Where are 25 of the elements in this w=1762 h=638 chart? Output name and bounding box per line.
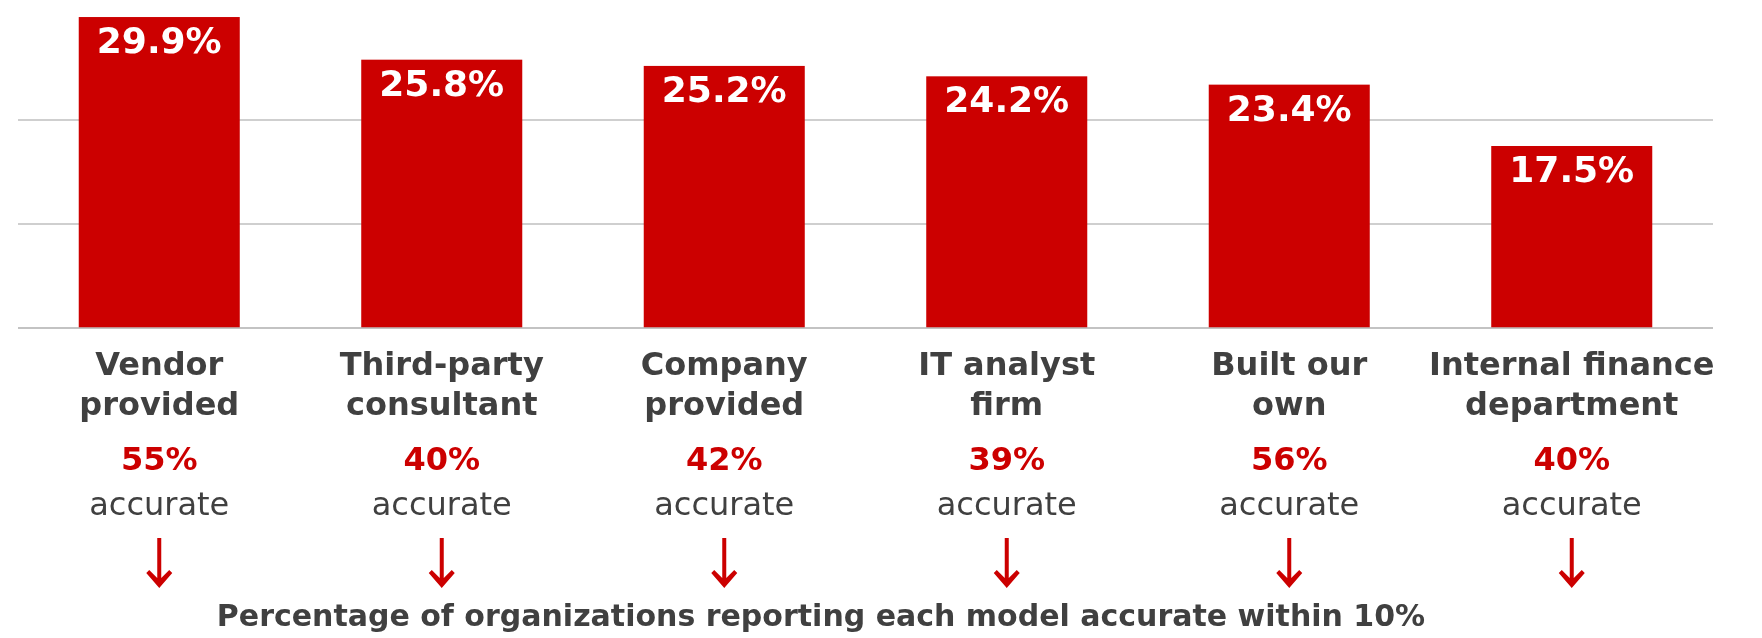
bar xyxy=(643,65,805,328)
x-tick-label: IT analyst firm xyxy=(918,345,1096,423)
x-tick-label: Built our own xyxy=(1211,345,1368,423)
data-label: 23.4% xyxy=(1226,87,1352,129)
text: Percentage of organizations reporting each model accurate within 10% xyxy=(216,598,1426,633)
bar xyxy=(361,59,523,328)
data-label: 25.8% xyxy=(379,62,505,104)
text: 39% accurate xyxy=(936,440,1077,523)
x-tick-label: Vendor provided xyxy=(79,345,240,423)
x-tick-label: Internal finance department xyxy=(1429,345,1715,423)
text: 40% accurate xyxy=(1501,440,1642,523)
bar xyxy=(926,76,1088,328)
x-tick-label: Third-party consultant xyxy=(339,345,544,423)
x-tick-label: Company provided xyxy=(640,345,808,423)
text: 55% accurate xyxy=(89,440,230,523)
text: 42% accurate xyxy=(654,440,795,523)
bar xyxy=(1491,146,1653,328)
text: 40% accurate xyxy=(371,440,512,523)
data-label: 24.2% xyxy=(944,79,1070,121)
data-label: 25.2% xyxy=(661,68,787,110)
bar xyxy=(1208,84,1370,328)
bar xyxy=(78,17,240,328)
data-label: 17.5% xyxy=(1509,149,1635,190)
data-label: 29.9% xyxy=(96,20,222,62)
text: 56% accurate xyxy=(1219,440,1360,523)
